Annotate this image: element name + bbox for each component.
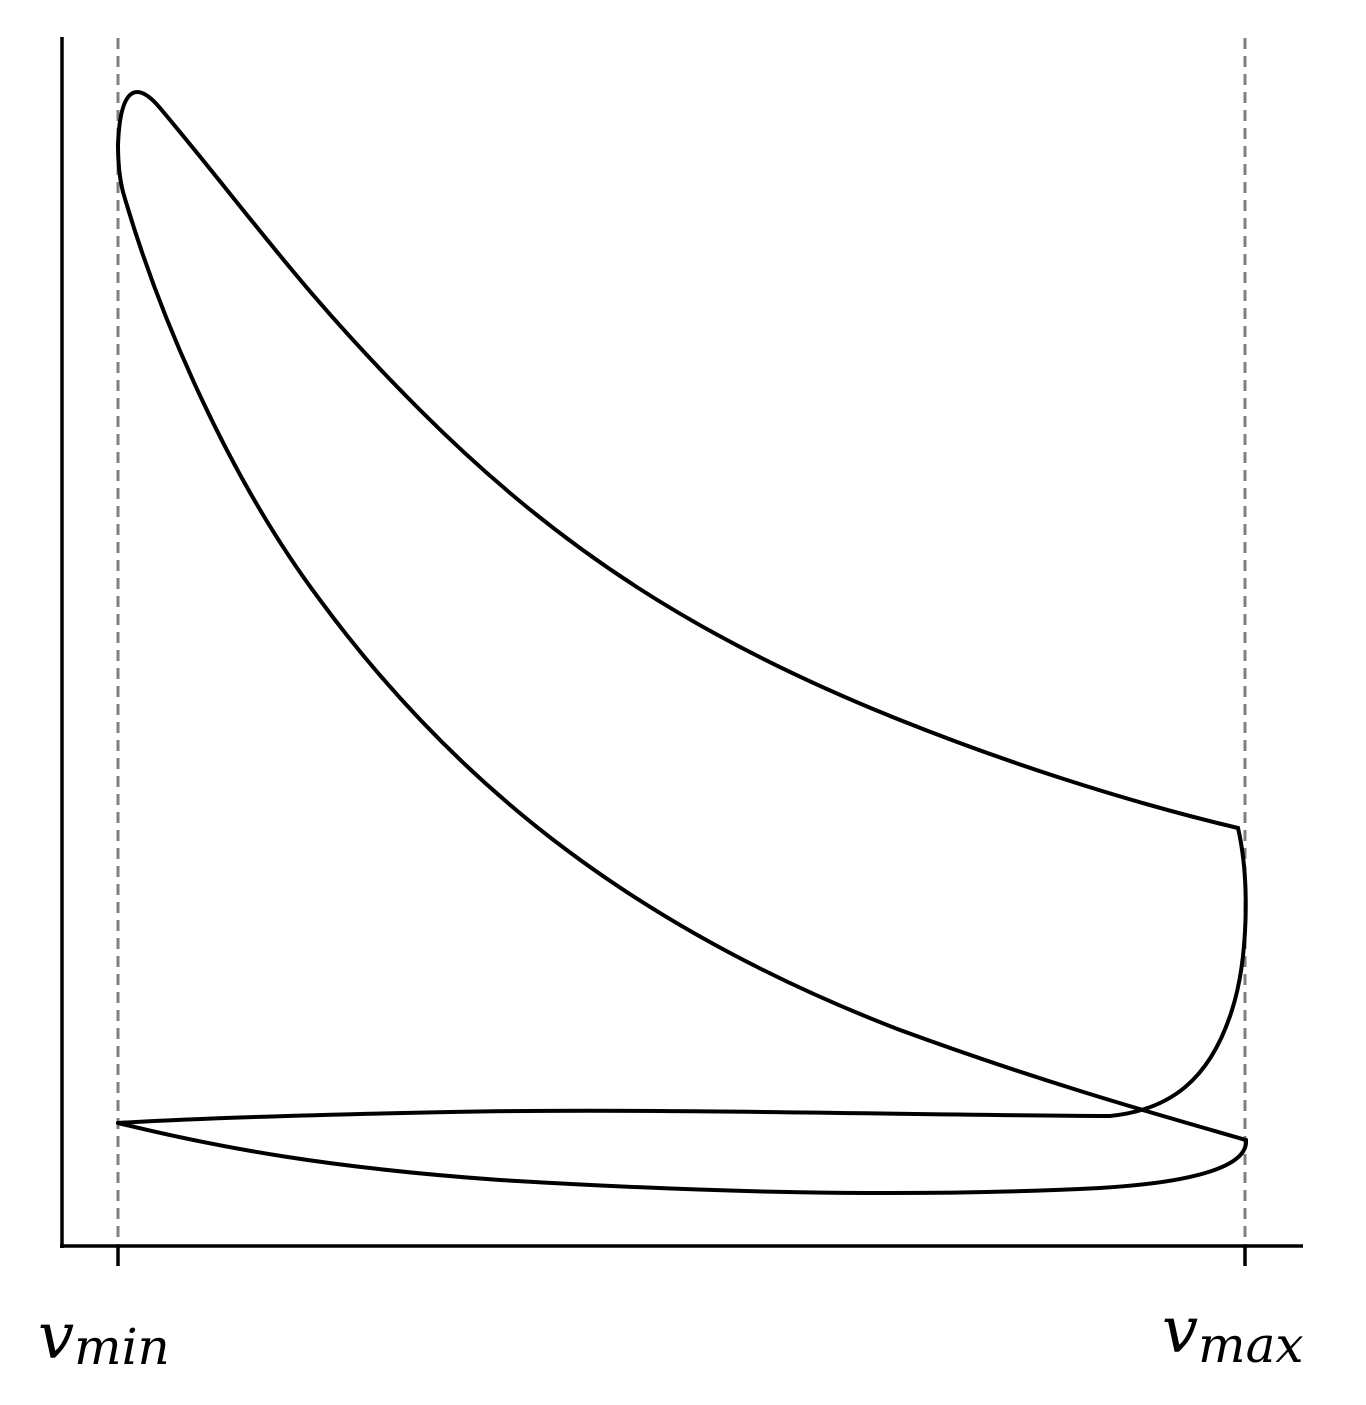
expansion-curve: [118, 92, 1238, 828]
vmax-label-main: v: [1162, 1294, 1198, 1368]
blowdown-curve: [1110, 828, 1246, 1116]
vmax-label-sub: max: [1198, 1316, 1303, 1374]
vmin-tick-label: vmin: [38, 1300, 170, 1376]
vmin-label-main: v: [38, 1300, 74, 1374]
compression-curve: [118, 145, 1246, 1140]
vmin-label-sub: min: [74, 1318, 170, 1376]
intake-line: [118, 1111, 1110, 1123]
exhaust-curve: [118, 1123, 1246, 1193]
vmax-tick-label: vmax: [1162, 1294, 1304, 1374]
